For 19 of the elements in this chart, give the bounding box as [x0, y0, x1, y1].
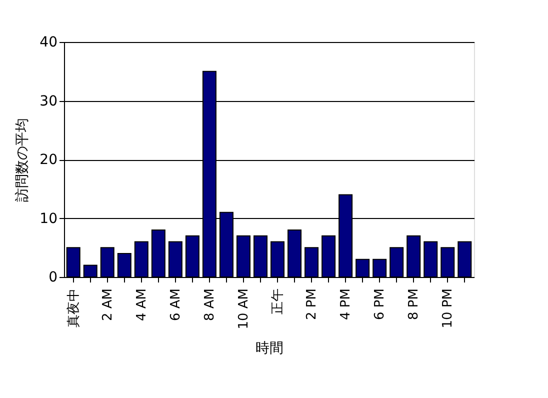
x-tick-label: 6 AM	[168, 288, 184, 322]
y-tick-label: 30	[40, 93, 58, 110]
x-tick-label: 8 PM	[406, 288, 422, 320]
x-tick-label: 4 AM	[134, 288, 150, 322]
x-tick-label: 10 PM	[440, 288, 456, 328]
x-tick-label: 6 PM	[372, 288, 388, 320]
y-tick-label: 0	[48, 270, 58, 286]
x-tick-label: 真夜中	[65, 288, 82, 328]
x-tick-label: 2 PM	[304, 288, 320, 320]
y-axis-title: 訪問数の平均	[14, 118, 31, 202]
y-tick-label: 40	[40, 34, 58, 50]
y-tick-label: 20	[40, 152, 58, 168]
x-tick-label: 正午	[270, 288, 286, 314]
x-tick-label: 10 AM	[236, 288, 252, 330]
x-tick-label: 4 PM	[338, 288, 354, 320]
x-tick-label: 8 AM	[202, 288, 218, 322]
x-tick-label: 2 AM	[100, 288, 116, 322]
x-axis-title: 時間	[256, 340, 284, 356]
y-tick-label: 10	[40, 210, 58, 227]
